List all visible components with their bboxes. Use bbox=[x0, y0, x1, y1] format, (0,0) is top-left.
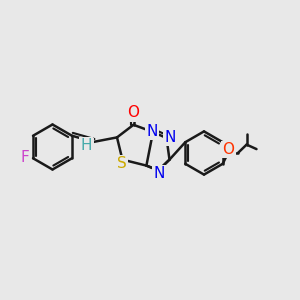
Text: H: H bbox=[81, 139, 93, 154]
Text: N: N bbox=[153, 167, 165, 182]
Text: N: N bbox=[165, 130, 176, 145]
Text: O: O bbox=[128, 105, 140, 120]
Text: H: H bbox=[81, 138, 92, 153]
Text: S: S bbox=[117, 156, 126, 171]
Text: O: O bbox=[223, 142, 235, 157]
Text: N: N bbox=[147, 124, 158, 139]
Text: F: F bbox=[20, 150, 29, 165]
Text: F: F bbox=[20, 150, 29, 165]
